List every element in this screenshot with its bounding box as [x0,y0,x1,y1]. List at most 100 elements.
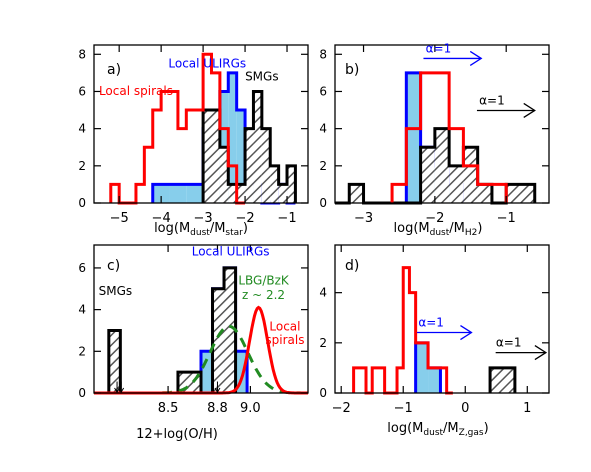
series-smgs-bar [245,128,254,203]
annotation: α=1 [479,93,505,107]
x-tick-label: −3 [354,211,373,226]
x-tick-label: −2 [332,401,351,416]
series-local-ulirgs-bar [428,367,441,393]
x-axis-title: log(Mdust/MZ,gas) [387,421,488,438]
panel-a: a) log(Mdust/Mstar) −5 −4 −3 −2 −1 0 2 4 6 8 Local… [78,44,309,238]
y-tick-label: 6 [319,84,327,98]
y-tick-label: 2 [319,159,327,173]
annotation-arrowhead [460,324,473,341]
series-smgs-bar [434,128,450,203]
x-tick-label: −2 [425,211,444,226]
x-tick-label: −2 [235,211,254,226]
series-local-ulirgs-bar [152,184,170,203]
y-tick-label: 6 [78,261,86,275]
x-tick-label: 9.0 [240,401,261,416]
upper-limit-arrowhead [118,387,125,393]
annotation: SMGs [245,69,279,83]
series-smgs-bar [219,147,229,203]
y-tick-label: 8 [78,47,86,61]
annotation: α=1 [418,316,444,330]
annotation: SMGs [99,284,133,298]
x-tick-label: −1 [277,211,296,226]
x-axis-title: 12+log(O/H) [136,427,218,442]
series-smgs-bar [490,367,503,393]
upper-limit-arrowhead [214,387,221,393]
annotation: Local [269,319,300,333]
series-smgs-bar [477,184,492,203]
x-tick-label: −1 [497,211,516,226]
series-smgs-bar [261,128,271,203]
series-local-ulirgs-bar [406,72,421,203]
annotation: α=1 [496,336,522,350]
y-tick-label: 0 [319,196,327,210]
panel-label: d) [345,258,359,274]
panel-label: b) [345,62,359,78]
y-tick-label: 2 [78,344,86,358]
series-smgs-bar [236,184,246,203]
annotation: Local spirals [99,84,173,98]
x-tick-label: −4 [152,211,171,226]
series-smgs-bar [420,147,435,203]
series-smgs-bar [189,372,201,393]
plot-frame [93,244,309,394]
series-smgs-bar [253,91,262,203]
series-smgs-outline [488,366,517,393]
series-smgs-bar [177,372,190,393]
y-tick-label: 4 [78,122,86,136]
series-smgs-bar [449,165,464,203]
series-local-ulirgs-bar [201,351,213,393]
y-tick-label: 0 [319,386,327,400]
x-axis-title: log(Mdust/MH2) [394,221,483,238]
series-local-ulirgs-bar [235,351,248,393]
y-tick-label: 4 [78,303,86,317]
series-smgs-bar [349,184,364,203]
x-tick-label: 1 [523,401,531,416]
series-smgs-bar [270,165,279,203]
annotation-arrowhead [523,102,536,119]
x-tick-label: 8.5 [158,401,179,416]
y-tick-label: 2 [319,336,327,350]
annotation: Local ULIRGs [192,244,270,258]
y-tick-label: 0 [78,196,86,210]
x-tick-label: −3 [194,211,213,226]
x-tick-label: −5 [110,211,129,226]
x-tick-label: −1 [394,401,413,416]
panel-b: b) log(Mdust/MH2) −3 −2 −1 0 2 4 6 8 α=1 α=1 [319,41,550,238]
x-axis-title: log(Mdust/Mstar) [154,221,248,238]
y-tick-label: 2 [78,159,86,173]
panel-d: d) log(Mdust/MZ,gas) −2 −1 0 1 0 2 4 α=1 α=1 [319,244,550,438]
annotation: LBG/BzK [238,274,290,288]
annotation-arrowhead [469,50,483,66]
panel-label: a) [107,62,121,78]
upper-limit-arrowhead [114,387,120,393]
plot-frame [334,244,550,394]
x-tick-label: 8.8 [207,401,228,416]
annotation-arrowhead [534,345,548,361]
series-smgs-outline [201,89,297,203]
series-local-spirals-outline [390,71,508,203]
plot-frame [334,44,550,204]
series-smgs-bar [278,184,288,203]
annotation: spirals [265,333,304,347]
y-tick-label: 8 [319,47,327,61]
y-tick-label: 0 [78,386,86,400]
series-smgs-bar [520,184,535,203]
y-tick-label: 4 [319,286,327,300]
panel-c: c) 12+log(O/H) 8.5 8.8 9.0 0 2 4 6 Local ULIRGs… [78,244,309,442]
series-smgs-bar [228,184,237,203]
annotation: Local ULIRGs [168,56,246,70]
series-smgs-bar [506,184,521,203]
y-tick-label: 4 [319,122,327,136]
panel-label: c) [107,258,120,274]
series-local-ulirgs-bar [415,342,429,393]
series-smgs-bar [224,267,236,393]
series-smgs-bar [502,367,515,393]
series-local-ulirgs-bar [236,110,246,203]
y-tick-label: 6 [78,84,86,98]
x-tick-label: 0 [461,401,469,416]
plot-frame [93,44,309,204]
series-smgs-bar [108,330,121,393]
series-smgs-bar [287,165,296,203]
series-smgs-bar [212,288,225,393]
